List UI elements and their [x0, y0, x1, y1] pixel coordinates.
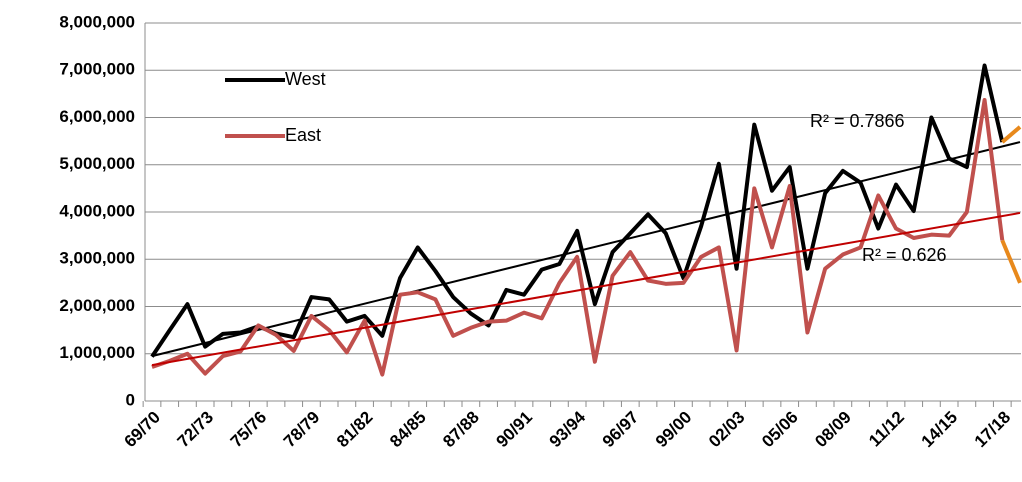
- y-tick-label: 4,000,000: [59, 201, 135, 220]
- trendline: [151, 211, 1021, 367]
- y-tick-label: 0: [126, 390, 135, 409]
- x-tick-label: 05/06: [758, 408, 802, 452]
- y-tick-label: 8,000,000: [59, 12, 135, 31]
- x-tick-label: 99/00: [652, 408, 696, 452]
- x-tick-label: 69/70: [120, 408, 164, 452]
- r2-label: R² = 0.626: [862, 245, 947, 265]
- x-tick-label: 90/91: [492, 408, 536, 452]
- x-tick-label: 96/97: [599, 408, 643, 452]
- legend-label: East: [285, 125, 321, 145]
- x-tick-label: 08/09: [811, 408, 855, 452]
- x-tick-label: 75/76: [227, 408, 271, 452]
- series-last-segment: [1000, 239, 1022, 284]
- y-tick-label: 1,000,000: [59, 343, 135, 362]
- y-tick-label: 6,000,000: [59, 107, 135, 126]
- x-tick-label: 84/85: [386, 408, 430, 452]
- x-tick-label: 17/18: [971, 408, 1015, 452]
- x-tick-label: 72/73: [174, 408, 218, 452]
- x-tick-label: 14/15: [918, 408, 962, 452]
- series-line: [151, 98, 1005, 377]
- legend-label: West: [285, 69, 326, 89]
- x-tick-label: 11/12: [865, 408, 908, 451]
- series-last-segment: [1000, 125, 1022, 144]
- series-line: [150, 63, 1005, 358]
- y-tick-label: 3,000,000: [59, 249, 135, 268]
- trendline: [151, 141, 1021, 358]
- x-tick-label: 78/79: [280, 408, 324, 452]
- x-tick-label: 87/88: [439, 408, 483, 452]
- y-tick-label: 5,000,000: [59, 154, 135, 173]
- x-tick-label: 02/03: [705, 408, 749, 452]
- y-tick-label: 2,000,000: [59, 296, 135, 315]
- y-tick-label: 7,000,000: [59, 60, 135, 79]
- x-tick-label: 93/94: [546, 407, 590, 451]
- x-tick-label: 81/82: [333, 408, 377, 452]
- r2-label: R² = 0.7866: [810, 111, 905, 131]
